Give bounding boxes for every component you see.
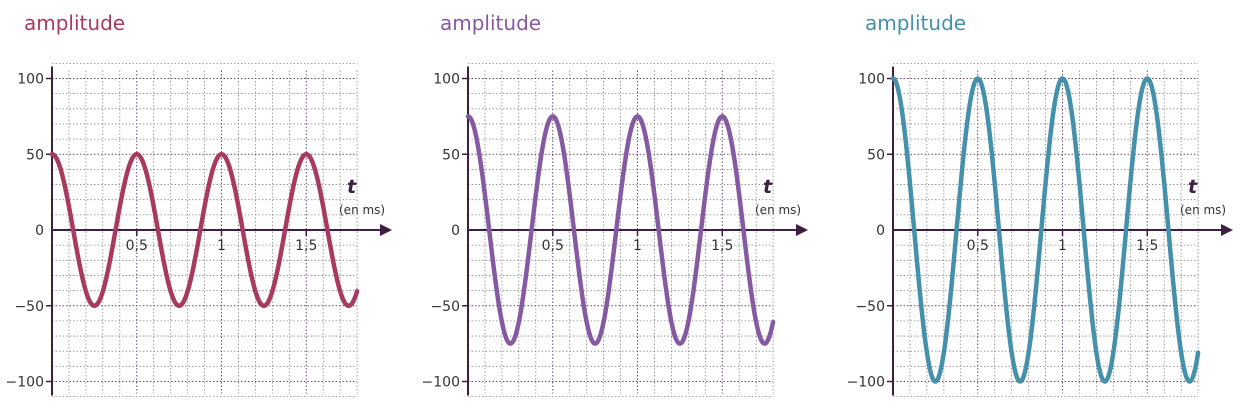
x-axis-title: t xyxy=(763,176,773,198)
x-axis-unit: (en ms) xyxy=(755,203,801,217)
y-axis-title: amplitude xyxy=(865,11,966,35)
y-tick-label: 100 xyxy=(433,72,460,88)
y-tick-label: 50 xyxy=(867,147,885,163)
y-tick-label: 0 xyxy=(35,223,44,239)
x-tick-label: 1 xyxy=(1058,238,1067,254)
x-axis-unit: (en ms) xyxy=(339,203,385,217)
y-tick-label: −100 xyxy=(422,375,460,391)
x-axis-arrow-icon xyxy=(380,224,392,236)
x-tick-label: 0,5 xyxy=(542,238,564,254)
x-tick-label: 1,5 xyxy=(711,238,733,254)
x-axis-title: t xyxy=(1188,176,1198,198)
grid xyxy=(468,62,774,398)
x-axis-unit: (en ms) xyxy=(1180,203,1226,217)
y-tick-label: 50 xyxy=(442,147,460,163)
chart-panel-3: 100 50 0 −50 −100 0,5 1 1,5 amplitude t (en ms) xyxy=(847,11,1233,398)
x-tick-label: 1,5 xyxy=(1136,238,1158,254)
x-tick-label: 0,5 xyxy=(126,238,148,254)
y-tick-label: 100 xyxy=(858,72,885,88)
y-tick-label: 50 xyxy=(26,147,44,163)
x-axis-arrow-icon xyxy=(796,224,808,236)
x-tick-label: 1 xyxy=(217,238,226,254)
y-axis-title: amplitude xyxy=(24,11,125,35)
x-axis-arrow-icon xyxy=(1221,224,1233,236)
x-tick-label: 1,5 xyxy=(295,238,317,254)
series-line-1 xyxy=(49,152,360,308)
y-tick-label: −50 xyxy=(14,299,44,315)
y-axis-title: amplitude xyxy=(440,11,541,35)
x-tick-label: 1 xyxy=(633,238,642,254)
y-tick-label: 0 xyxy=(876,223,885,239)
y-tick-label: −50 xyxy=(855,299,885,315)
y-tick-label: −100 xyxy=(6,375,44,391)
series-line-1 xyxy=(890,76,1201,384)
chart-panel-2: 100 50 0 −50 −100 0,5 1 1,5 amplitude t (en ms) xyxy=(422,11,808,398)
y-tick-label: 0 xyxy=(451,223,460,239)
x-tick-label: 0,5 xyxy=(967,238,989,254)
y-tick-label: −100 xyxy=(847,375,885,391)
y-tick-label: 100 xyxy=(17,72,44,88)
y-tick-label: −50 xyxy=(430,299,460,315)
chart-panel-1: 100 50 0 −50 −100 0,5 1 1,5 amplitude t (en ms) xyxy=(6,11,392,398)
x-axis-title: t xyxy=(347,176,357,198)
series-line-1 xyxy=(465,114,776,346)
